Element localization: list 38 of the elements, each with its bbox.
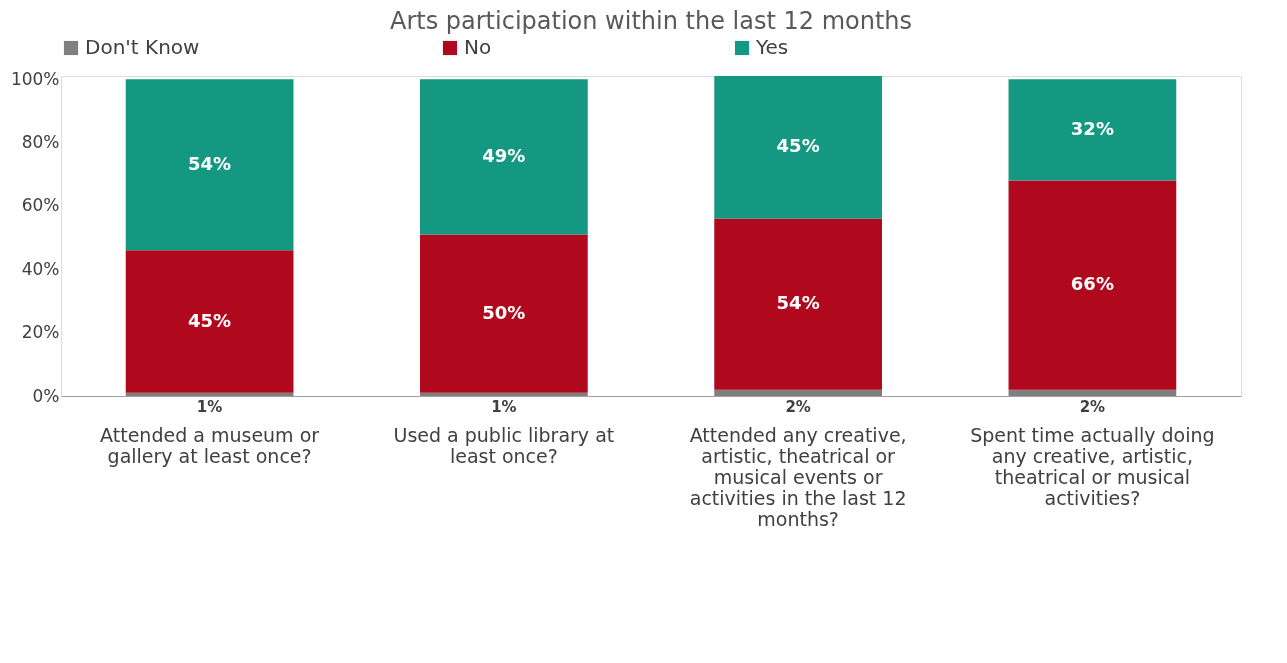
- bar: [125, 250, 294, 393]
- y-tick-label: 60%: [21, 195, 60, 216]
- data-label: 1%: [196, 398, 223, 416]
- data-label: 45%: [188, 309, 232, 331]
- y-tick-label: 0%: [32, 385, 60, 406]
- x-tick-label: Attended a museum or gallery at least once?: [100, 423, 320, 467]
- bar: [714, 389, 882, 396]
- x-tick-label: Used a public library at least once?: [393, 423, 615, 467]
- data-label: 54%: [188, 152, 232, 174]
- data-label: 2%: [785, 398, 811, 416]
- y-tick-label: 80%: [21, 132, 60, 153]
- data-label: 50%: [482, 301, 526, 323]
- x-tick-label: Spent time actually doing any creative, artistic, theatrical or musical activities?: [970, 423, 1215, 509]
- legend-label: Don't Know: [85, 35, 200, 59]
- chart-title: Arts participation within the last 12 months: [389, 7, 913, 35]
- bar: [714, 76, 882, 219]
- x-tick-label: Attended any creative, artistic, theatrical or musical events or activities in the last 12 months?: [689, 423, 907, 530]
- y-tick-label: 100%: [10, 68, 60, 89]
- data-label: 1%: [491, 398, 517, 416]
- data-label: 2%: [1079, 398, 1106, 416]
- bar: [1008, 389, 1177, 396]
- bar: [1008, 79, 1177, 181]
- bar: [714, 218, 882, 390]
- y-tick-label: 20%: [21, 322, 60, 343]
- bar: [125, 79, 294, 251]
- data-label: 45%: [776, 135, 820, 157]
- bar: [1008, 180, 1177, 390]
- data-label: 66%: [1070, 273, 1114, 295]
- bar: [420, 79, 588, 235]
- bar: [420, 234, 588, 393]
- data-label: 54%: [776, 292, 820, 314]
- bar: [125, 392, 294, 396]
- legend-label: Yes: [755, 35, 789, 59]
- y-tick-label: 40%: [21, 258, 60, 279]
- data-label: 49%: [482, 144, 526, 166]
- legend-label: No: [464, 35, 492, 59]
- bar: [420, 392, 588, 396]
- data-label: 32%: [1070, 117, 1114, 139]
